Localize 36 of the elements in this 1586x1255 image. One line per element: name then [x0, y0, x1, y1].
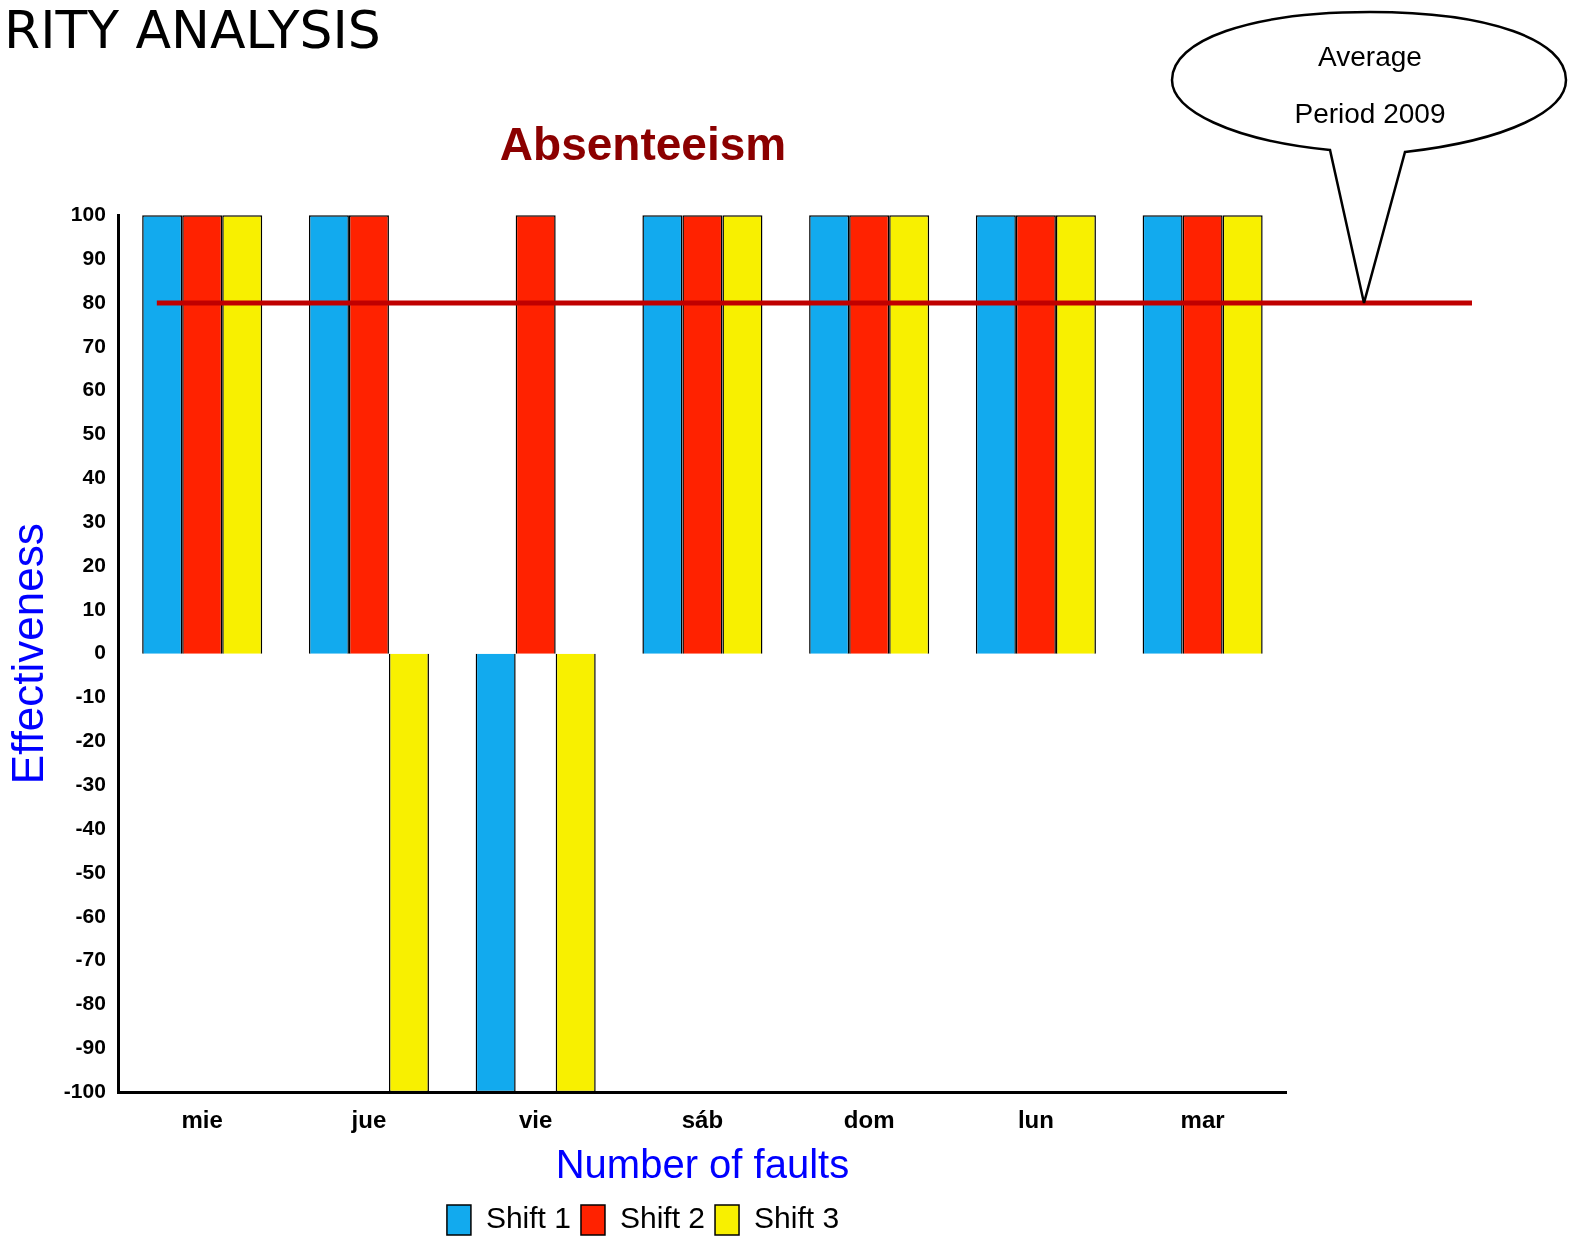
y-tick-label: 100 — [70, 202, 106, 225]
y-tick-label: 50 — [82, 421, 106, 445]
y-tick-label: 30 — [82, 508, 106, 532]
y-tick-label: -40 — [75, 815, 106, 839]
text: Average Period 2009 — [1293, 40, 1447, 131]
y-tick-label: -20 — [75, 728, 106, 752]
x-tick-label: jue — [350, 1106, 387, 1134]
text: RITY ANALYSIS — [4, 0, 381, 60]
y-tick-label: 80 — [82, 289, 106, 313]
y-tick-label: 10 — [82, 596, 106, 620]
x-tick-label: mie — [181, 1106, 223, 1134]
x-tick-label: sáb — [681, 1106, 724, 1134]
y-axis-title: Effectiveness — [2, 523, 52, 785]
y-tick-label: 90 — [82, 245, 106, 269]
y-tick-label: -80 — [75, 991, 106, 1015]
chart-title: Absenteeism — [499, 118, 787, 171]
legend-label: Shift 2 — [619, 1201, 706, 1235]
y-tick-label: -60 — [75, 903, 106, 927]
x-tick-label: mar — [1180, 1106, 1225, 1134]
x-tick-label: dom — [843, 1106, 895, 1134]
y-tick-label: 20 — [82, 552, 106, 576]
y-tick-label: 70 — [82, 333, 106, 357]
y-tick-label: -30 — [75, 772, 106, 796]
y-tick-label: -50 — [75, 859, 106, 883]
y-tick-label: -10 — [75, 684, 106, 708]
y-tick-label: -90 — [75, 1035, 106, 1059]
x-tick-label: vie — [518, 1106, 553, 1134]
x-tick-label: lun — [1017, 1106, 1054, 1134]
x-axis-title: Number of faults — [555, 1142, 850, 1187]
y-tick-label: 0 — [94, 640, 106, 664]
y-tick-label: -70 — [75, 947, 106, 971]
y-tick-label: 40 — [82, 465, 106, 489]
y-tick-label: -100 — [63, 1079, 106, 1102]
legend-label: Shift 1 — [485, 1201, 571, 1235]
y-tick-label: 60 — [82, 377, 106, 401]
legend-label: Shift 3 — [754, 1201, 840, 1235]
